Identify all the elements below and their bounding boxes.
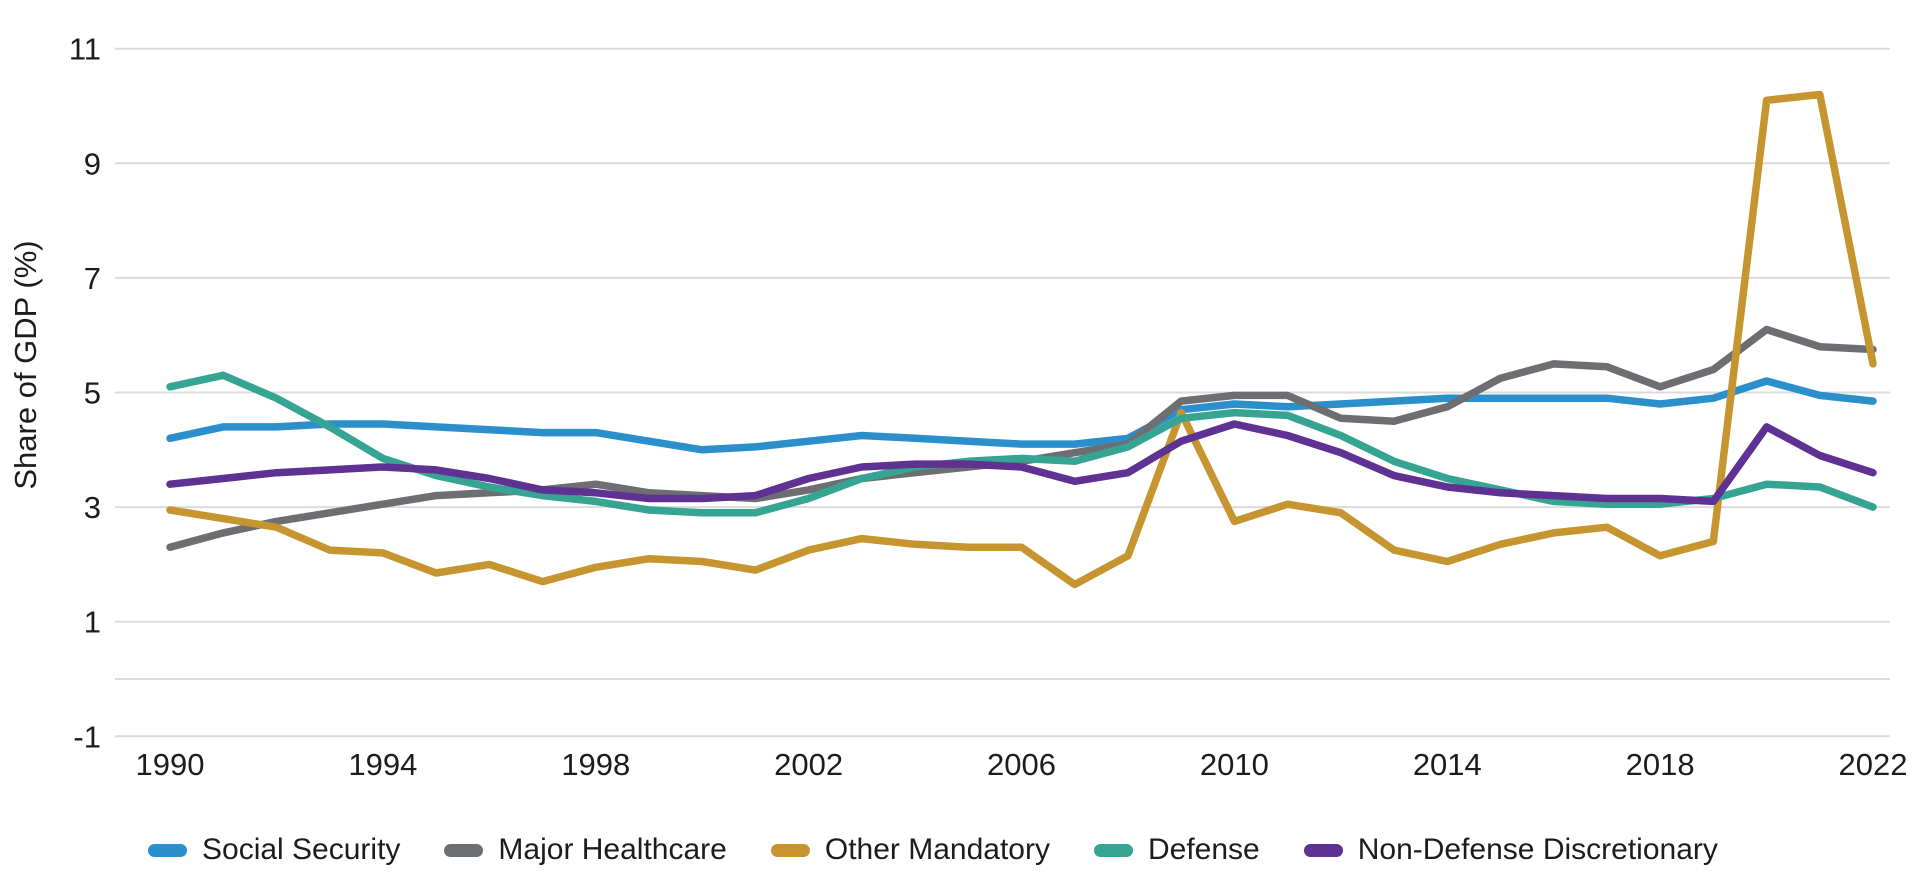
legend-chip-major-healthcare xyxy=(444,843,484,857)
x-tick-label: 2010 xyxy=(1200,747,1269,782)
series-line-non-defense-discretionary xyxy=(166,420,1877,506)
y-tick-label: 11 xyxy=(69,32,101,67)
x-tick-label: 1998 xyxy=(561,747,630,782)
series-line-social-security xyxy=(166,377,1877,454)
y-tick-label: 7 xyxy=(84,261,101,296)
y-tick-label: 9 xyxy=(84,146,101,181)
legend-chip-non-defense-discretionary xyxy=(1303,843,1343,857)
x-tick-label: 2018 xyxy=(1626,747,1695,782)
y-axis-title: Share of GDP (%) xyxy=(8,240,43,489)
legend-label-non-defense-discretionary: Non-Defense Discretionary xyxy=(1357,833,1718,866)
y-axis-tick-labels: -1 1 3 5 7 9 11 xyxy=(69,32,101,755)
series-lines xyxy=(166,90,1877,589)
gridlines xyxy=(115,47,1890,738)
x-tick-label: 1990 xyxy=(136,747,205,782)
x-tick-label: 1994 xyxy=(348,747,417,782)
series-line-other-mandatory xyxy=(166,90,1877,589)
y-tick-label: 3 xyxy=(84,490,101,525)
series-line-defense xyxy=(166,371,1877,517)
y-tick-label: 1 xyxy=(84,605,101,640)
legend-chip-social-security xyxy=(148,843,187,857)
legend: Social Security Major Healthcare Other M… xyxy=(148,833,1718,867)
x-tick-label: 2014 xyxy=(1413,747,1482,782)
legend-item-defense: Defense xyxy=(1093,833,1260,867)
legend-chip-defense xyxy=(1093,843,1133,857)
legend-chip-other-mandatory xyxy=(770,843,810,857)
legend-item-non-defense-discretionary: Non-Defense Discretionary xyxy=(1303,833,1718,867)
y-tick-label: 5 xyxy=(84,376,101,411)
legend-item-major-healthcare: Major Healthcare xyxy=(444,833,727,867)
legend-label-other-mandatory: Other Mandatory xyxy=(824,833,1050,866)
legend-label-defense: Defense xyxy=(1147,833,1260,866)
x-tick-label: 2006 xyxy=(987,747,1056,782)
legend-item-social-security: Social Security xyxy=(148,833,400,867)
legend-label-major-healthcare: Major Healthcare xyxy=(498,833,727,866)
x-axis-tick-labels: 1990 1994 1998 2002 2006 2010 2014 2018 2022 xyxy=(136,747,1908,782)
x-tick-label: 2002 xyxy=(774,747,843,782)
x-tick-label: 2022 xyxy=(1839,747,1908,782)
legend-item-other-mandatory: Other Mandatory xyxy=(770,833,1050,867)
series-line-major-healthcare xyxy=(166,325,1877,551)
legend-label-social-security: Social Security xyxy=(202,833,401,866)
y-tick-label: -1 xyxy=(73,719,101,754)
